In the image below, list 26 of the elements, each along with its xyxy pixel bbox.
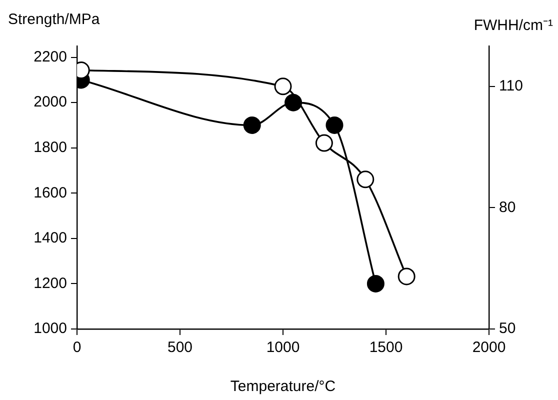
y-tick-label: 1000 bbox=[34, 320, 67, 338]
y-tick-label: 1400 bbox=[34, 230, 67, 247]
y-tick-label: 1200 bbox=[34, 274, 67, 292]
point bbox=[326, 116, 344, 134]
point bbox=[274, 78, 292, 96]
x-tick-label: 0 bbox=[72, 339, 82, 356]
x-tick-label: 2000 bbox=[472, 339, 506, 356]
y2-tick-label: 50 bbox=[499, 320, 516, 338]
point bbox=[366, 274, 384, 292]
y-tick-label: 1600 bbox=[34, 184, 67, 202]
point bbox=[243, 116, 261, 134]
y-tick-label: 2200 bbox=[34, 48, 67, 66]
y-tick-label: 1800 bbox=[34, 139, 67, 156]
point bbox=[398, 268, 416, 286]
y-axis-title: Strength/MPa bbox=[8, 11, 100, 28]
x-tick-label: 1000 bbox=[266, 339, 300, 356]
y2-tick-label: 110 bbox=[499, 78, 523, 95]
x-axis-title: Temperature/°C bbox=[230, 378, 336, 396]
point bbox=[284, 94, 302, 112]
point bbox=[315, 134, 333, 152]
x-tick-label: 1500 bbox=[369, 339, 403, 356]
point bbox=[356, 170, 374, 188]
x-tick-label: 500 bbox=[167, 339, 193, 356]
y2-tick-label: 80 bbox=[499, 198, 516, 216]
y-tick-label: 2000 bbox=[34, 94, 67, 111]
y2-axis-title: FWHH/cm⁻¹ bbox=[474, 17, 553, 34]
